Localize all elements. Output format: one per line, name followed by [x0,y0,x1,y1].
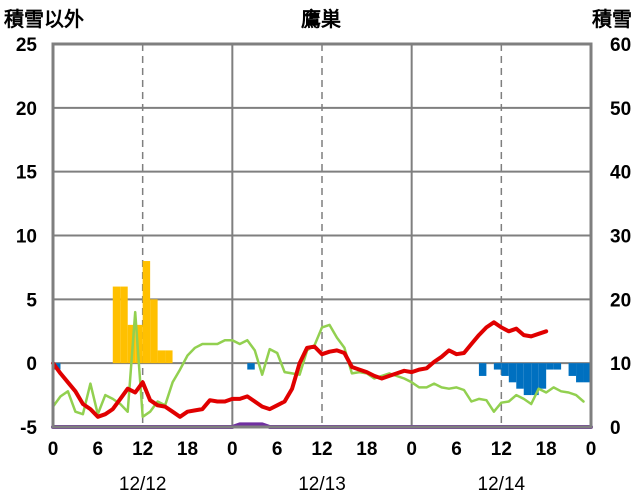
left-axis-label: 積雪以外 [4,7,84,31]
chart-title: 鷹巣 [301,7,342,31]
snow-change-bar [516,363,524,389]
snow-change-bar [523,363,532,396]
temperature-line [51,320,549,419]
right-axis-label: 積雪 [592,8,632,31]
precip-bar [142,261,151,364]
snow-change-bar [531,363,539,396]
x-tick-label: 18 [536,439,557,460]
x-tick-label: 12 [132,439,153,460]
x-tick-label: 18 [356,439,377,460]
left-tick-label: 15 [16,163,38,184]
precip-bar [127,324,136,364]
right-tick-label: 10 [610,354,631,375]
x-tick-label: 0 [406,439,417,460]
snow-change-bar [247,363,255,370]
snow-change-bar [508,363,517,383]
snow-change-bar [478,363,487,376]
snow-change-bar [546,363,554,370]
left-tick-label: 20 [16,99,37,120]
plot-frame [51,42,593,429]
x-tick-label: 0 [586,439,597,460]
snow-change-bar [553,363,562,370]
left-tick-label: -5 [20,418,37,439]
x-tick-label: 18 [177,439,198,460]
left-tick-label: 5 [26,290,37,311]
x-tick-label: 12 [491,439,512,460]
right-tick-label: 20 [610,290,631,311]
snow-change-bar [568,363,577,376]
precip-bar [120,286,128,364]
snow-change-bar [576,363,584,383]
dewpoint-line [51,310,585,419]
right-tick-label: 30 [610,227,631,248]
x-tick-label: 6 [451,439,462,460]
x-tick-label: 6 [272,439,283,460]
date-label: 12/13 [298,474,346,495]
left-tick-label: 25 [16,35,38,56]
right-tick-label: 40 [610,163,631,184]
x-tick-label: 0 [48,439,59,460]
right-tick-label: 50 [610,99,631,120]
precip-bar [165,350,173,364]
snow-change-bar [538,363,547,389]
snow-change-bar [583,363,591,383]
snow-change-bar [493,363,502,370]
precip-bar [150,299,158,364]
precip-bar [135,324,143,364]
right-tick-label: 0 [610,418,621,439]
left-tick-label: 0 [26,354,37,375]
snow-change-bar [501,363,509,376]
bars [53,261,591,396]
date-label: 12/14 [478,474,526,495]
x-tick-label: 0 [227,439,238,460]
date-label: 12/12 [119,474,167,495]
left-tick-label: 10 [16,227,37,248]
x-tick-label: 6 [93,439,104,460]
precip-bar [157,350,166,364]
precip-bar [112,286,121,364]
right-tick-label: 60 [610,35,631,56]
x-tick-label: 12 [311,439,332,460]
